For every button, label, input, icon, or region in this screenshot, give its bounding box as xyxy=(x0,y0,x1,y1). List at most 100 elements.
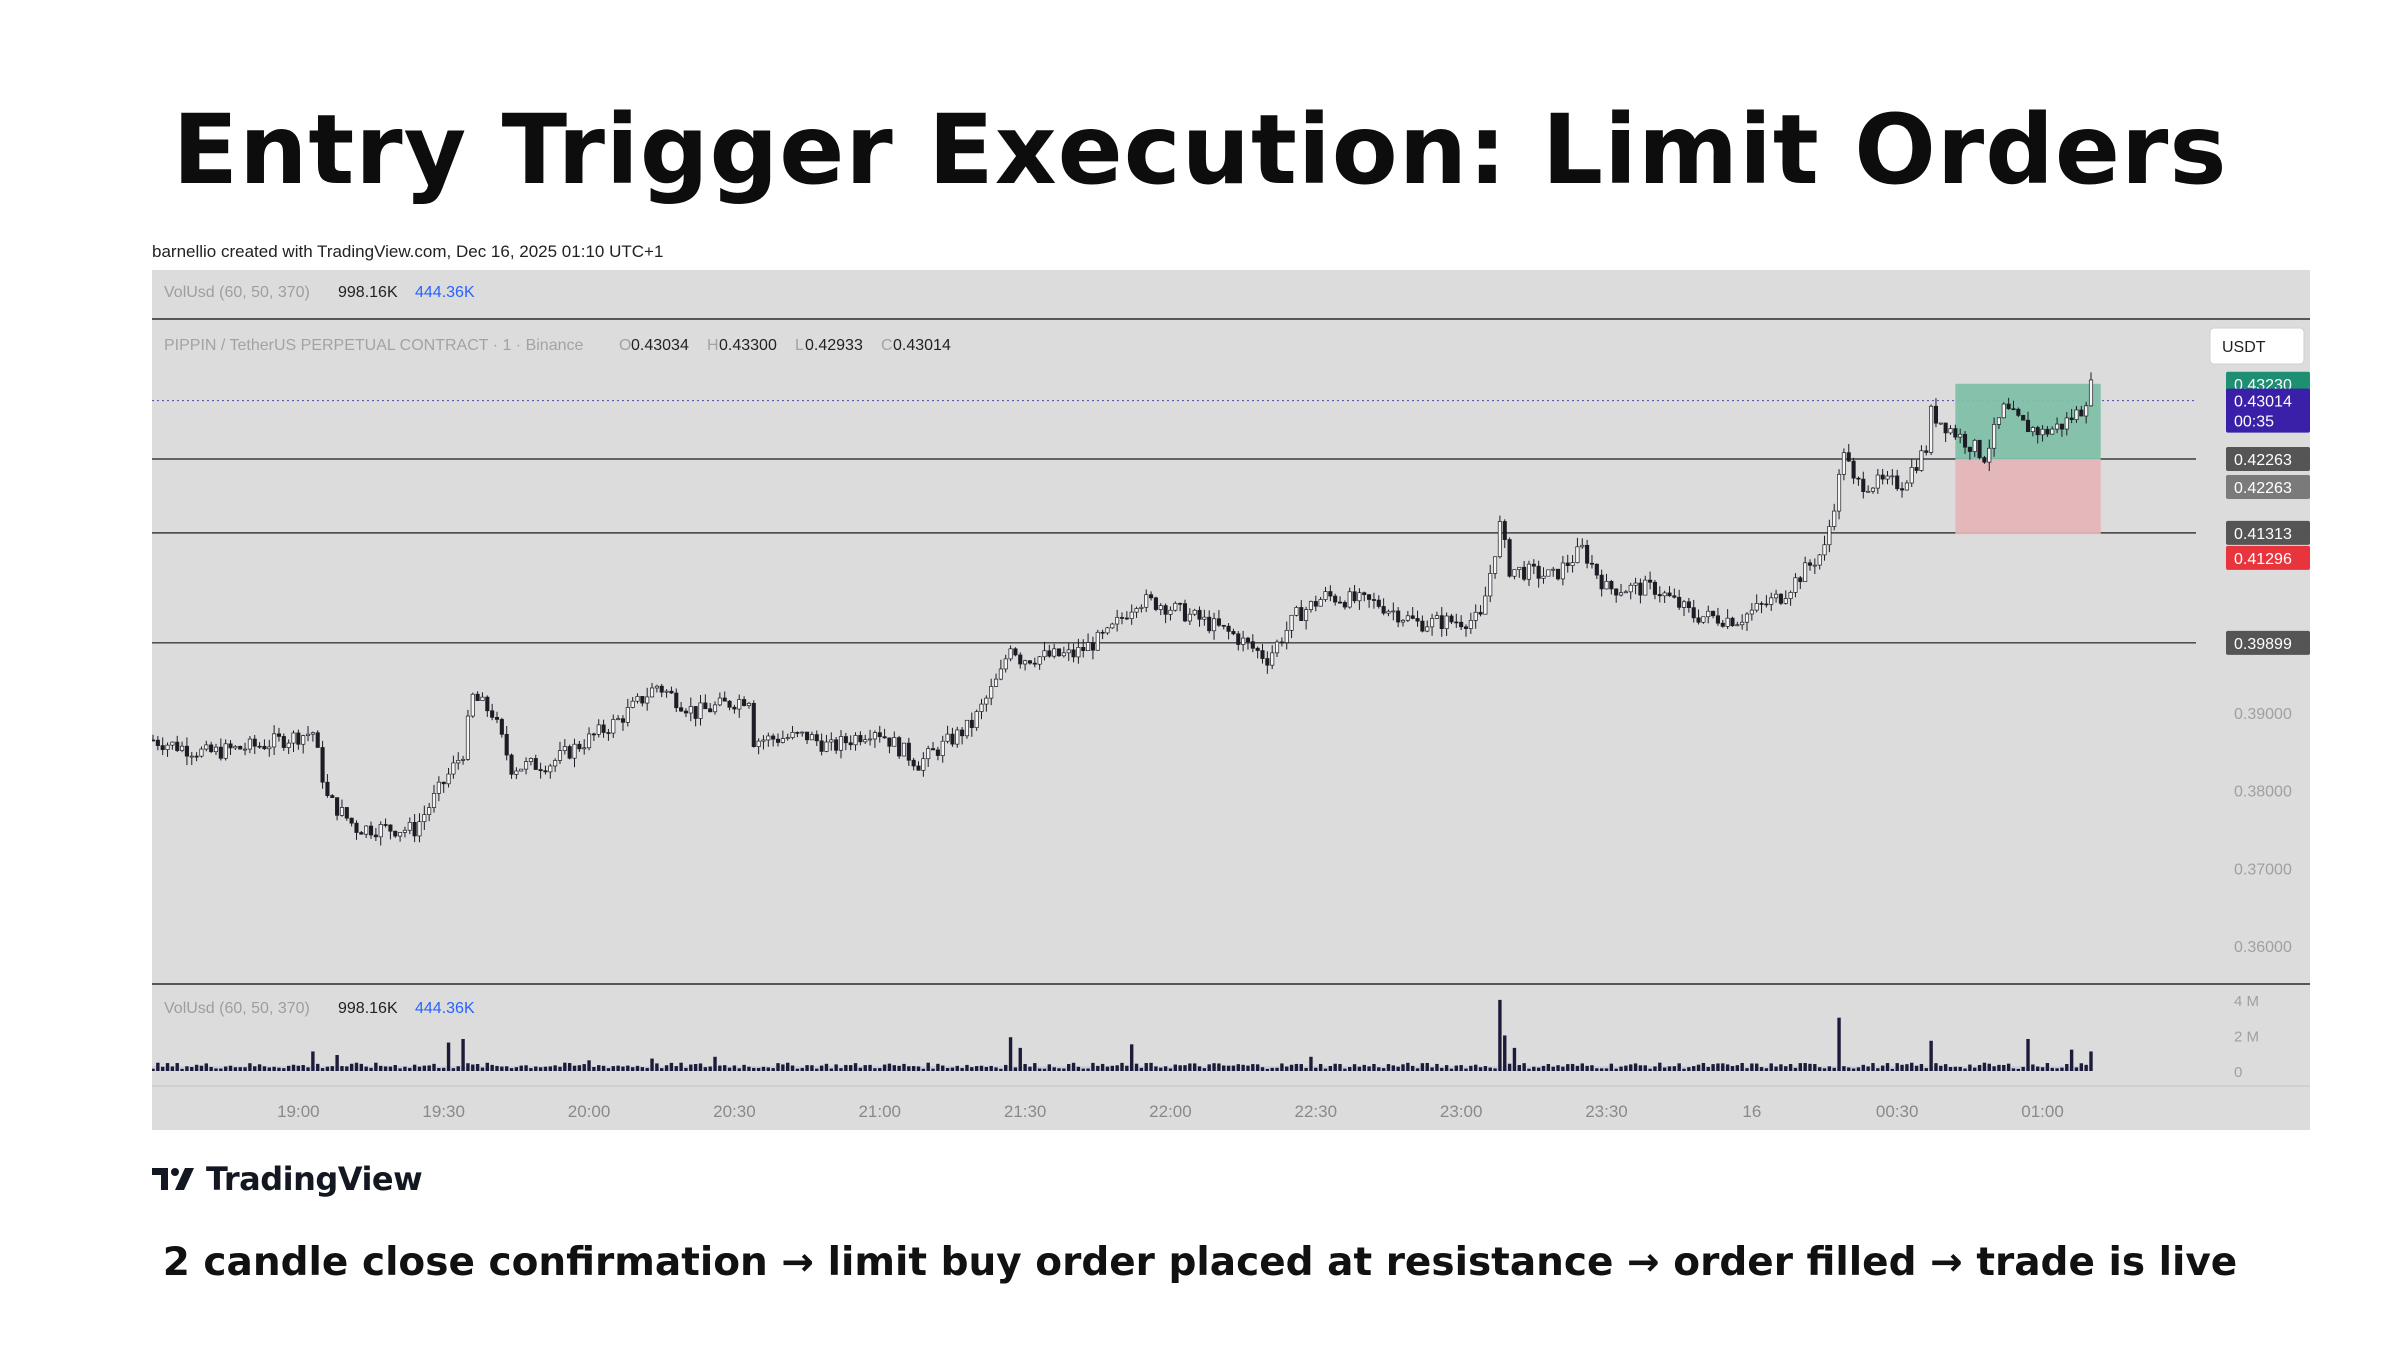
candle-body xyxy=(722,697,727,702)
candle-body xyxy=(853,735,858,746)
candle xyxy=(1711,610,1716,619)
volume-bar xyxy=(2065,1064,2069,1071)
entry-price-label[interactable]: 0.42263 xyxy=(2226,474,2310,499)
volume-bar xyxy=(1270,1067,1274,1071)
volume-bar xyxy=(626,1065,630,1071)
candle xyxy=(1696,609,1701,625)
currency-button[interactable]: USDT xyxy=(2209,327,2305,365)
volume-bar xyxy=(960,1067,964,1071)
candle xyxy=(2059,423,2064,437)
volume-bar xyxy=(1735,1065,1740,1071)
support-price-label[interactable]: 0.39899 xyxy=(2226,630,2310,655)
candle xyxy=(528,757,533,766)
candle-body xyxy=(538,769,543,772)
volume-bar xyxy=(1973,1067,1977,1071)
volume-bar xyxy=(519,1065,523,1071)
volume-bar xyxy=(320,1068,325,1071)
candle-body xyxy=(1434,615,1439,619)
candle-body xyxy=(1570,562,1575,566)
candle-body xyxy=(1459,621,1464,628)
volume-legend-value-2: 444.36K xyxy=(415,1000,475,1017)
candle xyxy=(233,745,238,751)
resistance-price-label[interactable]: 0.42263 xyxy=(2226,446,2310,471)
candle xyxy=(1933,398,1939,428)
candle-body xyxy=(388,824,393,832)
volume-bar xyxy=(834,1064,838,1071)
candle xyxy=(514,767,519,780)
candle xyxy=(1599,569,1604,597)
volume-bar xyxy=(301,1065,305,1071)
volume-bar xyxy=(771,1068,775,1071)
current-price-label[interactable]: 0.43014 00:35 xyxy=(2226,388,2310,433)
candle-body xyxy=(868,738,873,741)
candle xyxy=(1570,555,1575,573)
candle xyxy=(548,763,553,779)
volume-bar xyxy=(1338,1064,1342,1071)
x-axis-tick-label: 19:00 xyxy=(277,1102,320,1121)
volume-bar xyxy=(1372,1063,1376,1071)
volume-bar xyxy=(655,1063,659,1071)
candle-body xyxy=(1580,544,1585,548)
candle-body xyxy=(664,690,669,693)
candle-body xyxy=(2079,409,2084,417)
volume-bar xyxy=(1512,1047,1517,1071)
candle xyxy=(490,703,495,721)
candle xyxy=(1643,575,1648,596)
volume-bar xyxy=(1202,1068,1207,1071)
candle xyxy=(475,691,480,701)
stop-loss-price-label[interactable]: 0.41296 xyxy=(2226,545,2310,570)
candle xyxy=(325,774,330,798)
volume-bar xyxy=(1478,1067,1483,1071)
candle xyxy=(1798,576,1803,590)
candlestick-chart[interactable]: 0.39000 0.38000 0.37000 0.36000 4 M 2 M 0 19:00… xyxy=(152,270,2310,1130)
candle xyxy=(616,715,621,721)
candle-body xyxy=(1304,609,1309,621)
candle-body xyxy=(1551,568,1556,571)
candle xyxy=(1652,579,1657,600)
symbol-title[interactable]: PIPPIN / TetherUS PERPETUAL CONTRACT · 1… xyxy=(164,337,583,354)
candle-body xyxy=(1962,433,1968,448)
candle-body xyxy=(349,817,354,824)
candle xyxy=(1076,638,1081,664)
volume-bar xyxy=(1861,1064,1865,1071)
candle xyxy=(272,725,277,756)
candle-body xyxy=(829,739,834,743)
volume-bar xyxy=(582,1064,586,1071)
ohlc-close-value: 0.43014 xyxy=(893,337,951,354)
volume-bar xyxy=(1352,1064,1357,1071)
candle-body xyxy=(1134,608,1139,613)
candle xyxy=(1260,643,1265,664)
volume-bar xyxy=(1653,1066,1657,1071)
candle-body xyxy=(843,736,848,744)
volume-bar xyxy=(1721,1063,1725,1071)
candle xyxy=(499,717,504,738)
volume-bar xyxy=(592,1066,596,1071)
candle xyxy=(407,817,412,835)
candle-body xyxy=(1996,417,2001,425)
chart-frame[interactable]: 0.39000 0.38000 0.37000 0.36000 4 M 2 M 0 19:00… xyxy=(152,270,2310,1130)
candle xyxy=(1139,604,1144,613)
candle-body xyxy=(1502,521,1507,540)
tradingview-logo-text: TradingView xyxy=(206,1160,423,1198)
candle xyxy=(1972,438,1977,457)
candle xyxy=(1672,588,1677,599)
volume-bar xyxy=(1551,1066,1555,1071)
stop-loss-zone[interactable] xyxy=(1955,458,2101,535)
volume-bar xyxy=(664,1065,669,1071)
volume-bar xyxy=(1275,1067,1279,1071)
candle xyxy=(751,700,756,748)
candle-body xyxy=(1987,447,1992,463)
candle xyxy=(213,743,219,755)
candle-body xyxy=(790,732,795,738)
volume-bar xyxy=(674,1066,678,1071)
volume-bar xyxy=(858,1067,863,1071)
volume-bar xyxy=(563,1062,567,1071)
stop-level-price-label[interactable]: 0.41313 xyxy=(2226,520,2310,545)
candle xyxy=(1720,620,1725,628)
candle xyxy=(1744,612,1750,631)
candle-body xyxy=(645,696,650,704)
support-price-label-text: 0.39899 xyxy=(2234,636,2292,653)
candle xyxy=(1304,606,1309,630)
candle xyxy=(465,709,470,761)
candle xyxy=(243,742,248,756)
